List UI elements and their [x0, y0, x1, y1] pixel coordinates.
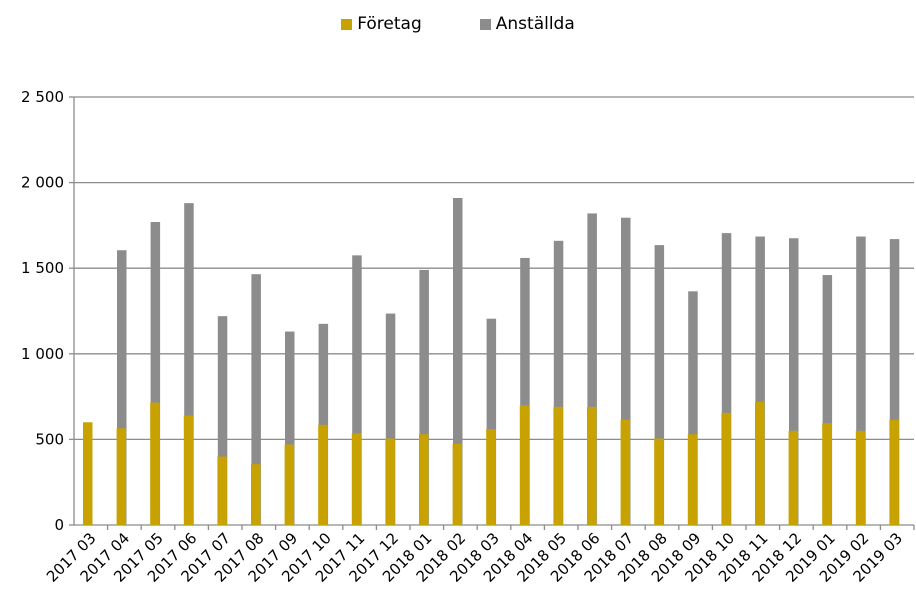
bar-foretag — [385, 438, 395, 525]
bar-foretag — [721, 412, 731, 525]
bar-anstallda — [553, 240, 564, 526]
bar-anstallda — [889, 239, 900, 525]
legend-swatch-anstallda — [479, 18, 491, 30]
bar-anstallda — [419, 269, 429, 525]
bar-foretag — [452, 443, 463, 525]
bar-anstallda — [150, 221, 161, 525]
bar-foretag — [116, 428, 127, 525]
legend-item-anstallda: Anställda — [479, 14, 575, 34]
bar-foretag — [284, 444, 295, 525]
bar-anstallda — [587, 213, 597, 525]
bar-foretag — [755, 401, 765, 525]
bar-anstallda — [721, 233, 732, 525]
legend-label-foretag: Företag — [357, 14, 422, 34]
legend: Företag Anställda — [0, 14, 916, 34]
bar-foretag — [183, 415, 194, 525]
legend-swatch-foretag — [341, 18, 353, 30]
bar-foretag — [620, 419, 631, 525]
y-tick-label: 0 — [54, 516, 64, 534]
bar-foretag — [150, 402, 160, 525]
y-tick-label: 2 000 — [21, 174, 64, 192]
bar-anstallda — [117, 250, 127, 525]
bar-anstallda — [385, 313, 396, 525]
bar-anstallda — [688, 291, 698, 525]
bar-anstallda — [789, 238, 799, 526]
bar-foretag — [822, 423, 832, 525]
bar-foretag — [351, 433, 362, 525]
bar-anstallda — [217, 316, 228, 525]
bar-anstallda — [520, 257, 530, 525]
bar-foretag — [553, 406, 563, 525]
legend-label-anstallda: Anställda — [495, 14, 575, 34]
bar-foretag — [654, 438, 664, 525]
bar-anstallda — [486, 318, 497, 525]
y-tick-label: 1 500 — [21, 259, 64, 277]
y-tick-label: 2 500 — [21, 88, 64, 106]
bar-foretag — [83, 422, 93, 525]
bar-foretag — [419, 434, 429, 525]
y-tick-label: 1 000 — [21, 345, 64, 363]
bar-foretag — [788, 430, 799, 525]
bar-foretag — [687, 434, 698, 525]
bar-foretag — [889, 419, 899, 525]
bar-anstallda — [856, 236, 866, 525]
bar-anstallda — [352, 255, 362, 526]
bar-anstallda — [453, 198, 463, 525]
bar-anstallda — [184, 203, 194, 526]
legend-item-foretag: Företag — [341, 14, 422, 34]
bar-anstallda — [755, 236, 765, 525]
bar-anstallda — [822, 275, 833, 525]
bar-foretag — [318, 424, 328, 525]
bar-foretag — [855, 430, 866, 525]
bar-foretag — [217, 456, 227, 525]
bar-foretag — [587, 406, 597, 525]
bar-foretag — [486, 429, 496, 525]
bar-anstallda — [318, 323, 329, 525]
bar-anstallda — [621, 217, 631, 526]
bar-anstallda — [654, 245, 665, 525]
bar-anstallda — [251, 274, 261, 525]
y-tick-label: 500 — [35, 430, 64, 448]
bar-foretag — [251, 464, 261, 525]
bar-foretag — [519, 405, 530, 525]
bar-anstallda — [285, 331, 295, 525]
